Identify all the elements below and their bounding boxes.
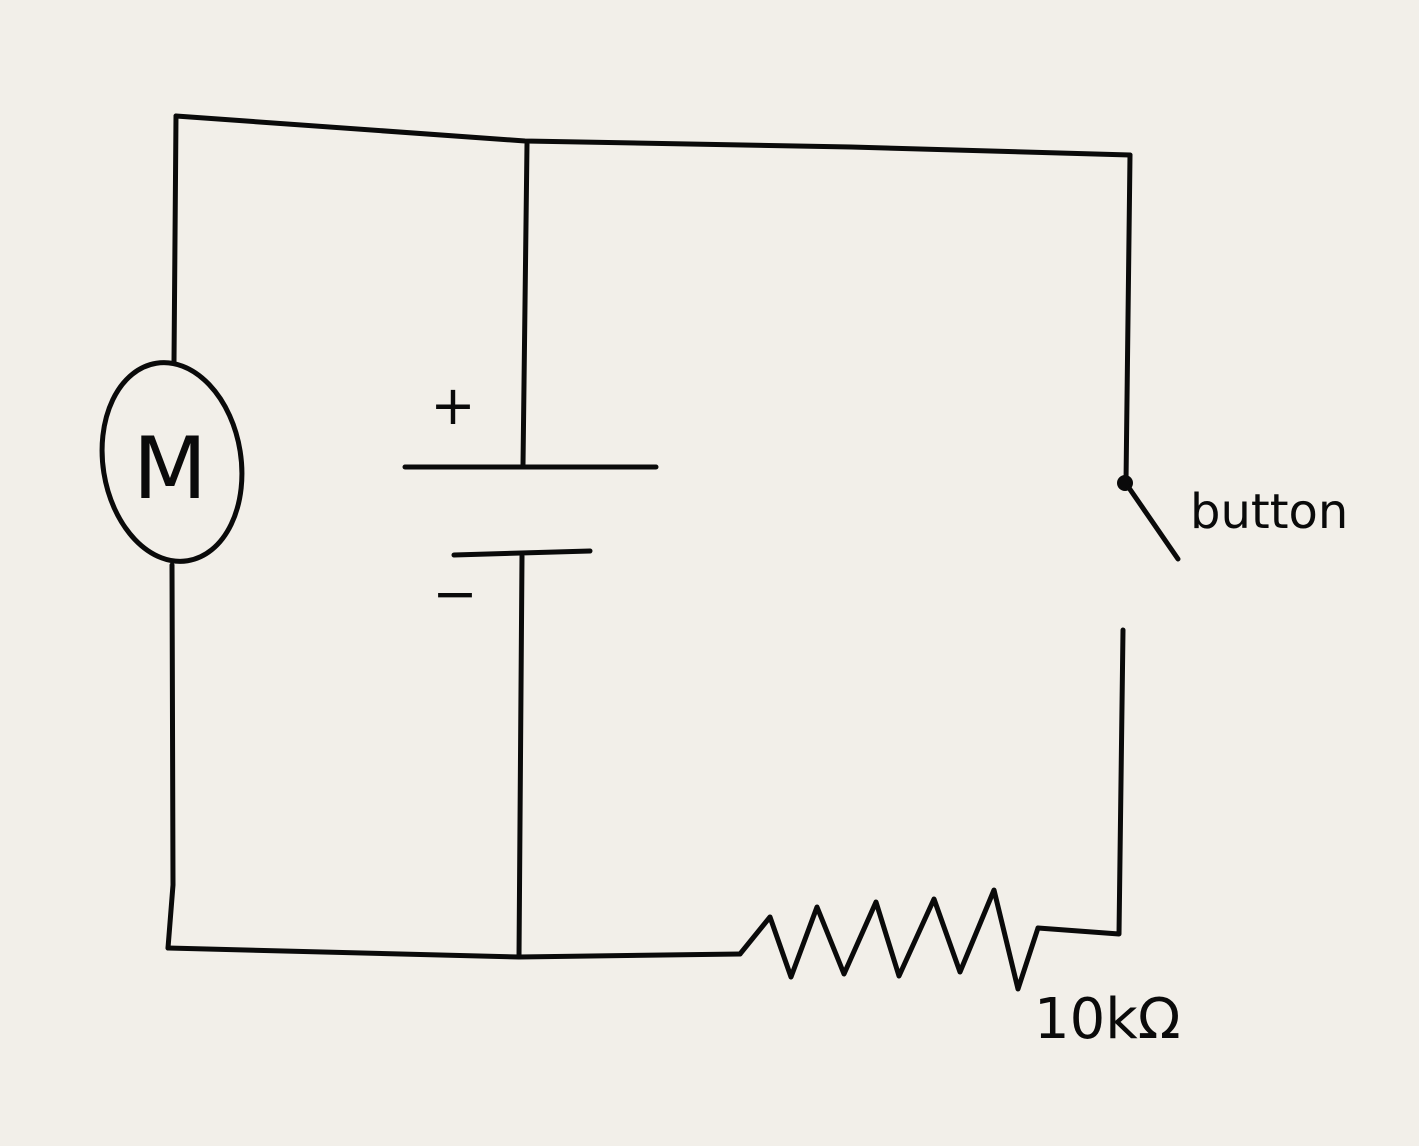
bottom-left-wire [165,945,743,960]
left-lower-wire [165,562,176,951]
resistor-zigzag [737,887,1041,992]
battery-plus-label: + [430,374,475,437]
motor: M [99,360,245,564]
battery: + − [402,374,659,625]
battery-minus-label: − [432,562,477,625]
battery-top-lead [520,141,530,468]
battery-negative-plate [451,548,593,558]
top-wire [173,113,1133,158]
right-lower-wire [1035,627,1126,937]
motor-label: M [133,419,207,519]
motor-circle [99,360,245,564]
resistor: 10kΩ [737,887,1180,1052]
left-upper-wire [171,113,179,365]
right-upper-wire [1123,152,1133,485]
resistor-label: 10kΩ [1034,987,1180,1052]
battery-bottom-lead [516,553,525,960]
push-button-switch: button [1117,475,1348,562]
switch-lever [1124,482,1181,562]
switch-label: button [1190,484,1348,540]
